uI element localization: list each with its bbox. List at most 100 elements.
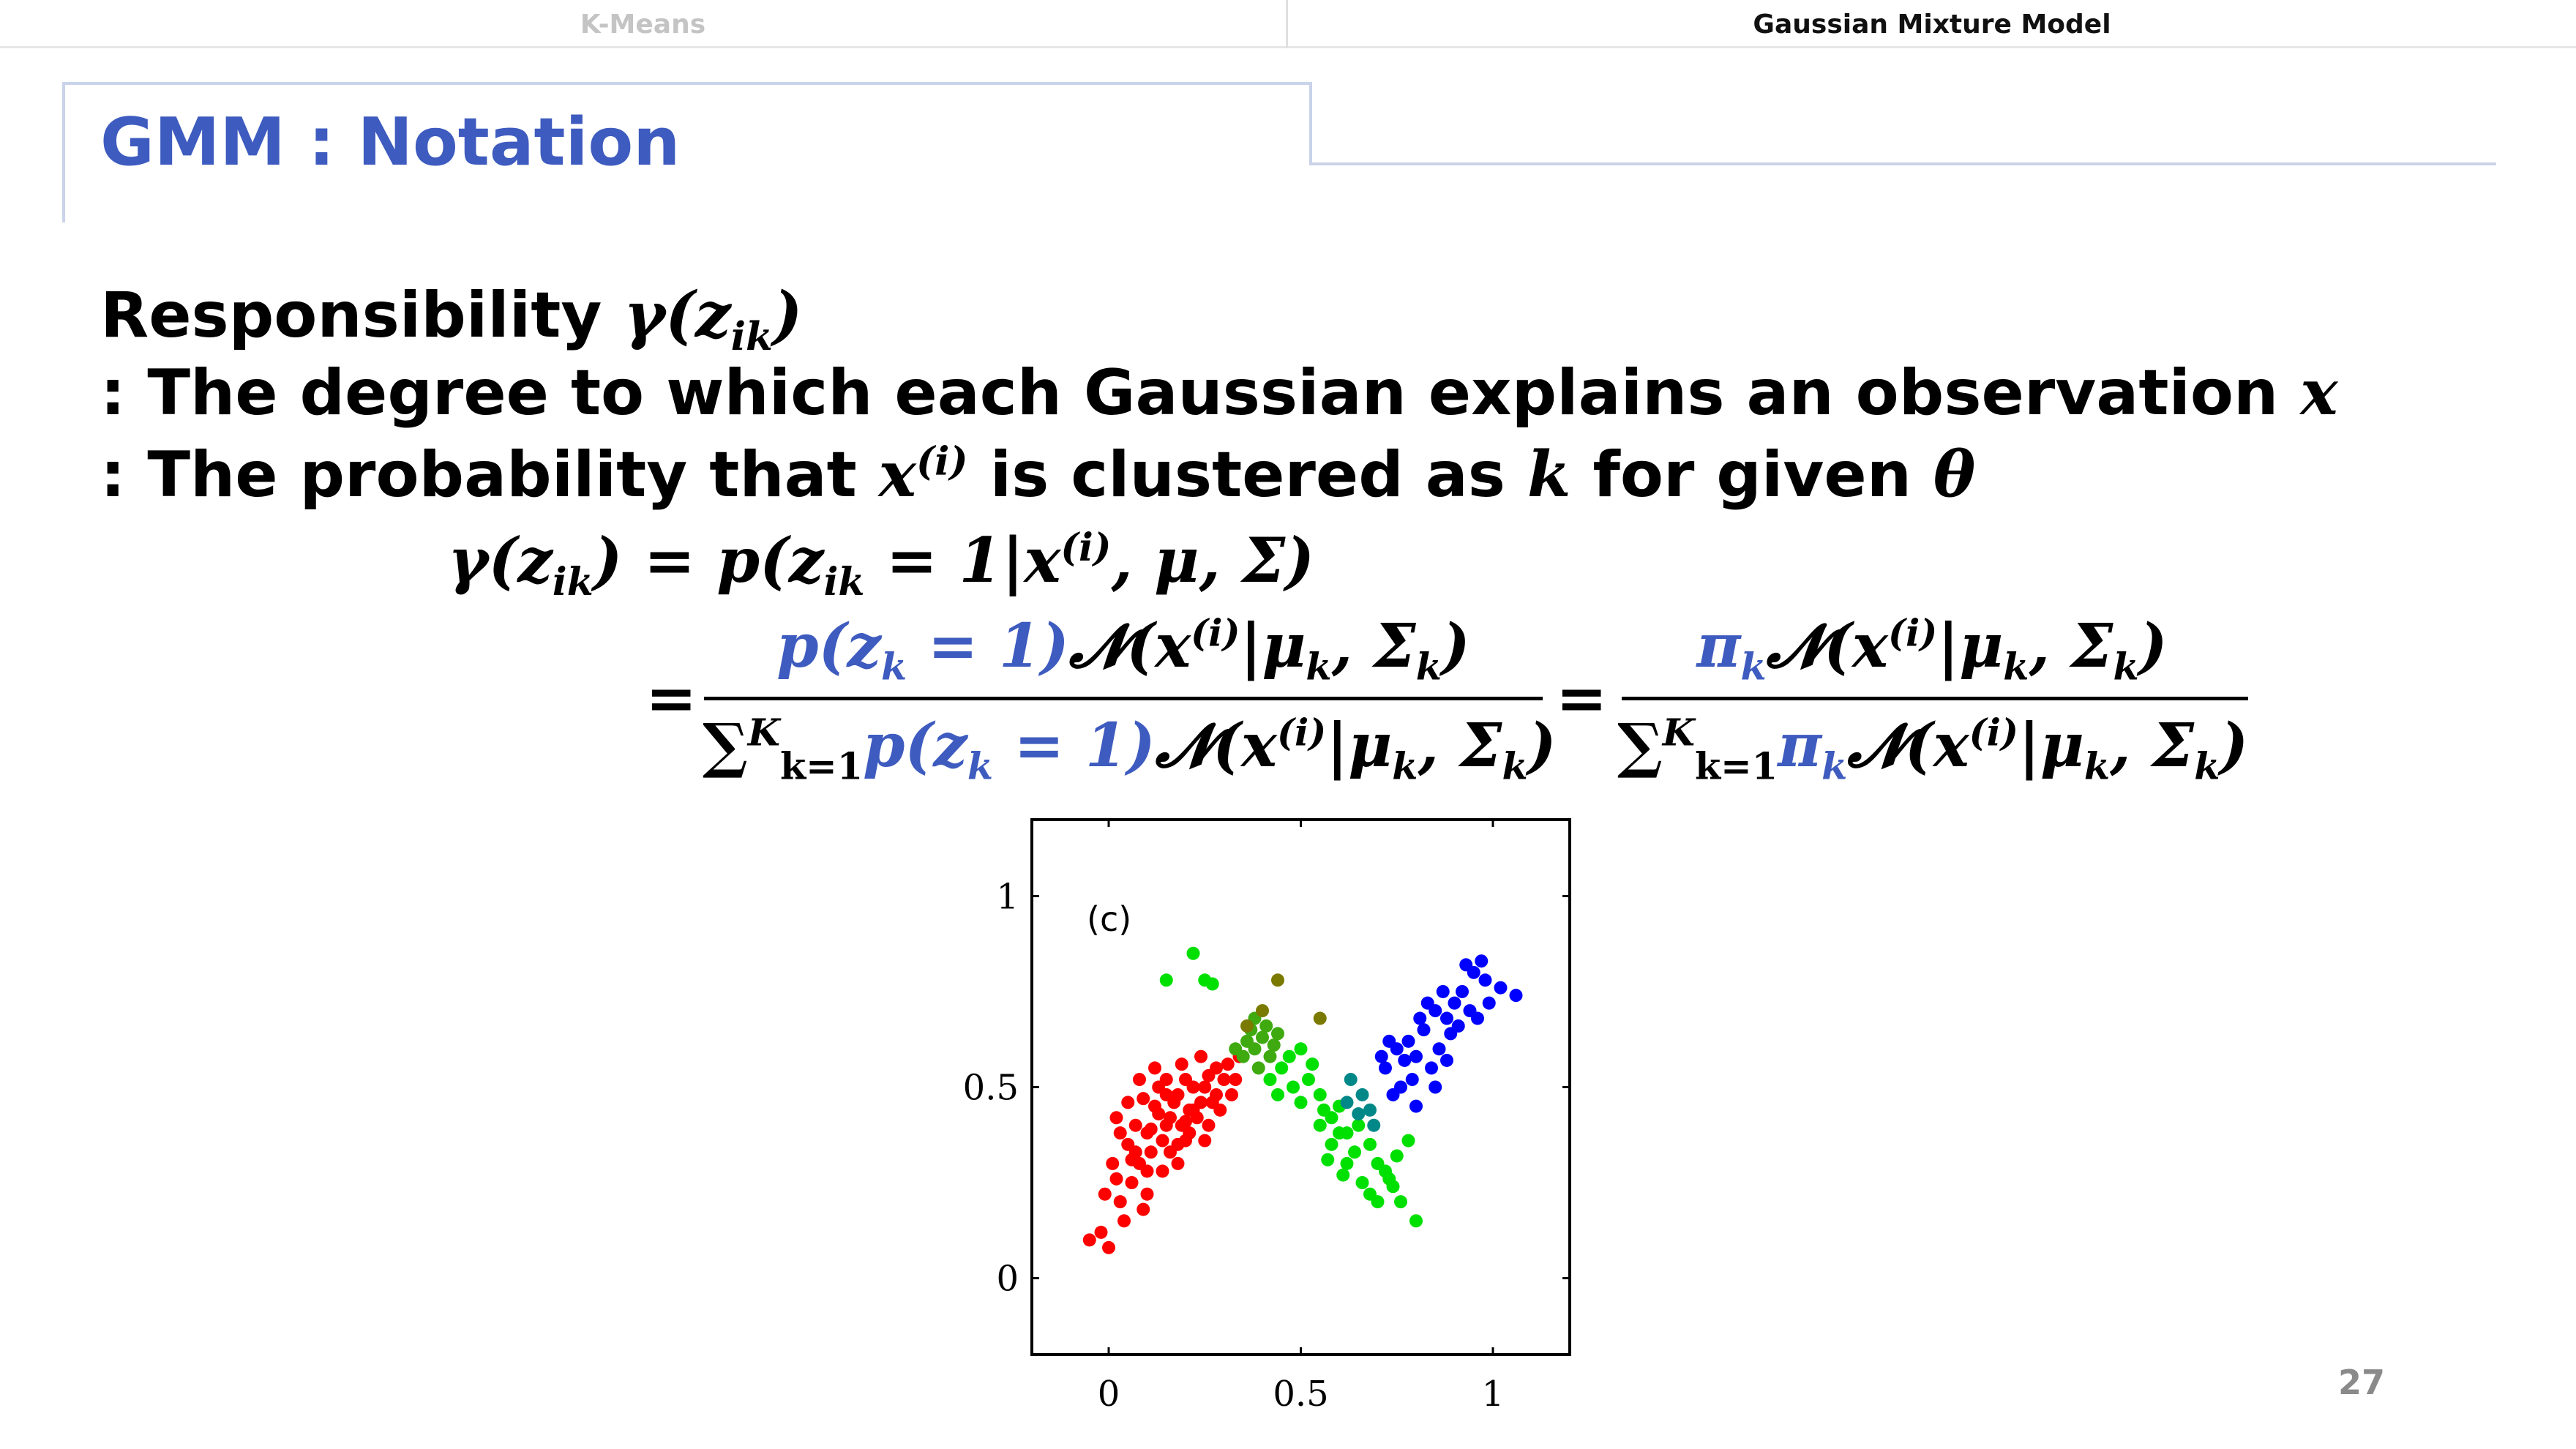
fraction1-denominator: ∑Kk=1p(zk = 1)𝓝(x(i)|μk, Σk) (703, 710, 1557, 788)
scatter-point (1263, 1049, 1277, 1063)
scatter-point (1459, 958, 1473, 972)
scatter-point (1198, 1080, 1212, 1094)
y-tick-label: 0.5 (963, 1068, 1019, 1109)
scatter-point (1152, 1107, 1166, 1121)
scatter-point (1240, 1019, 1254, 1033)
scatter-point (1159, 1073, 1173, 1087)
responsibility-heading: Responsibility γ(zik) (100, 278, 803, 360)
scatter-point (1164, 1111, 1177, 1125)
scatter-point (1482, 996, 1496, 1010)
scatter-point (1386, 1087, 1400, 1101)
scatter-point (1382, 1172, 1396, 1186)
scatter-point (1313, 1118, 1327, 1132)
scatter-point (1287, 1080, 1300, 1094)
scatter-point (1179, 1115, 1192, 1128)
scatter-point (1183, 1126, 1197, 1140)
scatter-point (1317, 1103, 1330, 1117)
scatter-point (1355, 1087, 1369, 1101)
scatter-point (1363, 1103, 1377, 1117)
fraction1-bar (704, 697, 1543, 700)
scatter-point (1325, 1137, 1338, 1151)
scatter-point (1409, 1214, 1423, 1228)
section-tab-bar: K-Means Gaussian Mixture Model (0, 0, 2576, 48)
scatter-point (1363, 1137, 1377, 1151)
scatter-point (1198, 973, 1212, 987)
fraction2-denominator: ∑Kk=1πk𝓝(x(i)|μk, Σk) (1617, 710, 2249, 788)
equals-sign-1: = (645, 662, 697, 734)
scatter-point (1478, 973, 1492, 987)
scatter-point (1409, 1099, 1423, 1113)
scatter-point (1352, 1107, 1366, 1121)
scatter-point (1448, 996, 1461, 1010)
scatter-point (1137, 1092, 1150, 1106)
scatter-point (1313, 1011, 1327, 1025)
scatter-point (1413, 1011, 1427, 1025)
title-frame-step (1309, 82, 1312, 165)
scatter-point (1159, 973, 1173, 987)
scatter-point (1137, 1202, 1150, 1216)
scatter-point (1125, 1176, 1139, 1190)
scatter-point (1271, 1087, 1284, 1101)
x-tick-label: 0.5 (1273, 1374, 1328, 1415)
scatter-point (1374, 1049, 1388, 1063)
fraction2-bar (1622, 697, 2248, 700)
scatter-point (1352, 1118, 1366, 1132)
scatter-point (1109, 1111, 1123, 1125)
scatter-point (1294, 1042, 1308, 1056)
title-frame-top (62, 82, 1312, 85)
scatter-point (1256, 1004, 1269, 1018)
scatter-point (1390, 1149, 1404, 1163)
scatter-point (1336, 1168, 1350, 1182)
scatter-point (1217, 1073, 1231, 1087)
scatter-point (1175, 1057, 1188, 1071)
scatter-point (1202, 1068, 1216, 1082)
scatter-point (1125, 1153, 1139, 1167)
scatter-point (1394, 1195, 1407, 1209)
scatter-point (1113, 1126, 1127, 1140)
tab-k-means[interactable]: K-Means (0, 0, 1288, 48)
scatter-point (1425, 1061, 1438, 1075)
scatter-point (1133, 1073, 1146, 1087)
x-tick-label: 0 (1098, 1374, 1120, 1415)
scatter-point (1171, 1156, 1185, 1170)
scatter-point (1109, 1172, 1123, 1186)
scatter-point (1117, 1214, 1131, 1228)
scatter-point (1186, 946, 1200, 960)
fraction1-numerator: p(zk = 1)𝓝(x(i)|μk, Σk) (776, 610, 1470, 689)
scatter-point (1259, 1019, 1273, 1033)
scatter-point (1251, 1061, 1265, 1075)
scatter-point (1382, 1034, 1396, 1048)
title-frame-underline (1309, 162, 2496, 165)
scatter-point (1144, 1122, 1158, 1136)
scatter-point (1140, 1187, 1154, 1201)
scatter-point (1198, 1134, 1212, 1147)
scatter-point (1379, 1061, 1392, 1075)
y-tick-label: 0 (996, 1259, 1019, 1300)
scatter-point (1171, 1137, 1185, 1151)
scatter-point (1144, 1145, 1158, 1159)
scatter-point (1401, 1034, 1415, 1048)
responsibility-equation-line1: γ(zik) = p(zik = 1|x(i), μ, Σ) (448, 524, 1315, 604)
scatter-point (1210, 1087, 1223, 1101)
scatter-point (1367, 1118, 1381, 1132)
slide-title: GMM : Notation (100, 104, 681, 181)
scatter-point (1275, 1061, 1289, 1075)
definition-line-1: : The degree to which each Gaussian expl… (100, 356, 2338, 430)
scatter-point (1432, 1042, 1446, 1056)
scatter-point (1271, 1027, 1284, 1041)
panel-label: (c) (1087, 899, 1131, 939)
scatter-point (1240, 1034, 1254, 1048)
scatter-point (1302, 1073, 1315, 1087)
scatter-point (1221, 1057, 1235, 1071)
tab-gaussian-mixture-model[interactable]: Gaussian Mixture Model (1753, 10, 2111, 40)
scatter-point (1186, 1080, 1200, 1094)
scatter-point (1401, 1134, 1415, 1147)
scatter-point (1156, 1134, 1169, 1147)
scatter-point (1121, 1096, 1135, 1109)
scatter-point (1405, 1073, 1419, 1087)
scatter-point (1333, 1126, 1346, 1140)
scatter-point (1263, 1073, 1277, 1087)
scatter-point (1229, 1042, 1243, 1056)
x-tick-label: 1 (1482, 1374, 1505, 1415)
scatter-point (1313, 1087, 1327, 1101)
